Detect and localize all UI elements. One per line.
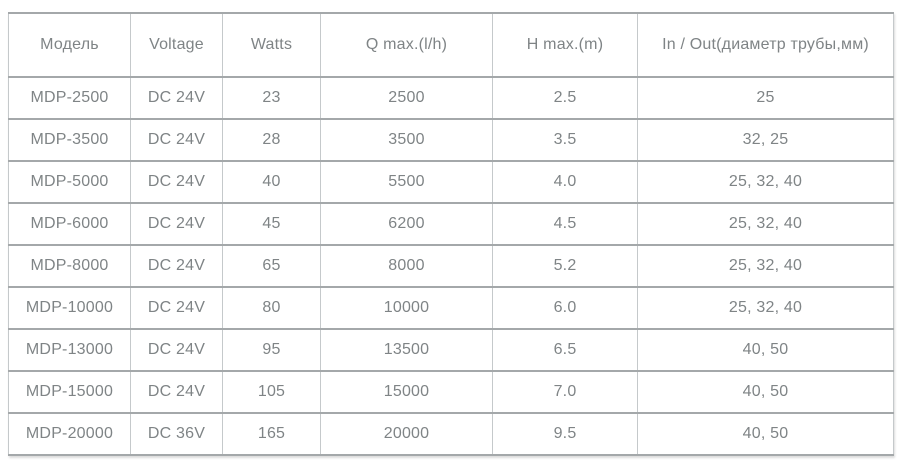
col-header-inout: In / Out(диаметр трубы,мм) bbox=[637, 12, 894, 78]
col-header-hmax: H max.(m) bbox=[492, 12, 638, 78]
col-header-voltage: Voltage bbox=[130, 12, 223, 78]
cell-inout: 25, 32, 40 bbox=[637, 202, 894, 246]
cell-watts: 45 bbox=[222, 202, 321, 246]
cell-watts: 40 bbox=[222, 160, 321, 204]
cell-voltage: DC 24V bbox=[130, 160, 223, 204]
table-row: MDP-20000 DC 36V 165 20000 9.5 40, 50 bbox=[8, 412, 894, 456]
cell-watts: 65 bbox=[222, 244, 321, 288]
cell-model: MDP-2500 bbox=[8, 76, 131, 120]
cell-watts: 28 bbox=[222, 118, 321, 162]
cell-inout: 32, 25 bbox=[637, 118, 894, 162]
cell-hmax: 5.2 bbox=[492, 244, 638, 288]
cell-voltage: DC 24V bbox=[130, 202, 223, 246]
cell-watts: 23 bbox=[222, 76, 321, 120]
cell-qmax: 2500 bbox=[320, 76, 493, 120]
cell-qmax: 8000 bbox=[320, 244, 493, 288]
pump-specs-table-container: Модель Voltage Watts Q max.(l/h) H max.(… bbox=[8, 12, 894, 456]
cell-watts: 165 bbox=[222, 412, 321, 456]
cell-model: MDP-5000 bbox=[8, 160, 131, 204]
table-row: MDP-8000 DC 24V 65 8000 5.2 25, 32, 40 bbox=[8, 244, 894, 288]
cell-watts: 80 bbox=[222, 286, 321, 330]
cell-model: MDP-6000 bbox=[8, 202, 131, 246]
cell-qmax: 20000 bbox=[320, 412, 493, 456]
cell-model: MDP-3500 bbox=[8, 118, 131, 162]
cell-inout: 40, 50 bbox=[637, 370, 894, 414]
col-header-qmax: Q max.(l/h) bbox=[320, 12, 493, 78]
table-row: MDP-2500 DC 24V 23 2500 2.5 25 bbox=[8, 76, 894, 120]
cell-voltage: DC 24V bbox=[130, 286, 223, 330]
cell-voltage: DC 24V bbox=[130, 118, 223, 162]
cell-hmax: 9.5 bbox=[492, 412, 638, 456]
cell-inout: 40, 50 bbox=[637, 412, 894, 456]
cell-hmax: 4.0 bbox=[492, 160, 638, 204]
cell-qmax: 15000 bbox=[320, 370, 493, 414]
cell-inout: 25, 32, 40 bbox=[637, 286, 894, 330]
cell-hmax: 6.0 bbox=[492, 286, 638, 330]
cell-watts: 105 bbox=[222, 370, 321, 414]
cell-voltage: DC 24V bbox=[130, 328, 223, 372]
cell-qmax: 3500 bbox=[320, 118, 493, 162]
cell-hmax: 7.0 bbox=[492, 370, 638, 414]
cell-hmax: 2.5 bbox=[492, 76, 638, 120]
cell-hmax: 3.5 bbox=[492, 118, 638, 162]
cell-hmax: 6.5 bbox=[492, 328, 638, 372]
col-header-watts: Watts bbox=[222, 12, 321, 78]
cell-qmax: 5500 bbox=[320, 160, 493, 204]
cell-qmax: 13500 bbox=[320, 328, 493, 372]
cell-model: MDP-20000 bbox=[8, 412, 131, 456]
col-header-model: Модель bbox=[8, 12, 131, 78]
header-row: Модель Voltage Watts Q max.(l/h) H max.(… bbox=[8, 12, 894, 78]
cell-qmax: 6200 bbox=[320, 202, 493, 246]
cell-inout: 25, 32, 40 bbox=[637, 160, 894, 204]
cell-voltage: DC 36V bbox=[130, 412, 223, 456]
cell-model: MDP-13000 bbox=[8, 328, 131, 372]
table-row: MDP-10000 DC 24V 80 10000 6.0 25, 32, 40 bbox=[8, 286, 894, 330]
cell-qmax: 10000 bbox=[320, 286, 493, 330]
cell-inout: 40, 50 bbox=[637, 328, 894, 372]
table-header: Модель Voltage Watts Q max.(l/h) H max.(… bbox=[8, 12, 894, 78]
table-row: MDP-6000 DC 24V 45 6200 4.5 25, 32, 40 bbox=[8, 202, 894, 246]
cell-inout: 25 bbox=[637, 76, 894, 120]
table-row: MDP-13000 DC 24V 95 13500 6.5 40, 50 bbox=[8, 328, 894, 372]
pump-specs-table: Модель Voltage Watts Q max.(l/h) H max.(… bbox=[8, 12, 894, 456]
cell-watts: 95 bbox=[222, 328, 321, 372]
table-row: MDP-3500 DC 24V 28 3500 3.5 32, 25 bbox=[8, 118, 894, 162]
table-body: MDP-2500 DC 24V 23 2500 2.5 25 MDP-3500 … bbox=[8, 76, 894, 456]
cell-voltage: DC 24V bbox=[130, 244, 223, 288]
cell-model: MDP-10000 bbox=[8, 286, 131, 330]
cell-hmax: 4.5 bbox=[492, 202, 638, 246]
cell-voltage: DC 24V bbox=[130, 370, 223, 414]
table-row: MDP-15000 DC 24V 105 15000 7.0 40, 50 bbox=[8, 370, 894, 414]
table-row: MDP-5000 DC 24V 40 5500 4.0 25, 32, 40 bbox=[8, 160, 894, 204]
cell-model: MDP-8000 bbox=[8, 244, 131, 288]
cell-voltage: DC 24V bbox=[130, 76, 223, 120]
cell-inout: 25, 32, 40 bbox=[637, 244, 894, 288]
cell-model: MDP-15000 bbox=[8, 370, 131, 414]
